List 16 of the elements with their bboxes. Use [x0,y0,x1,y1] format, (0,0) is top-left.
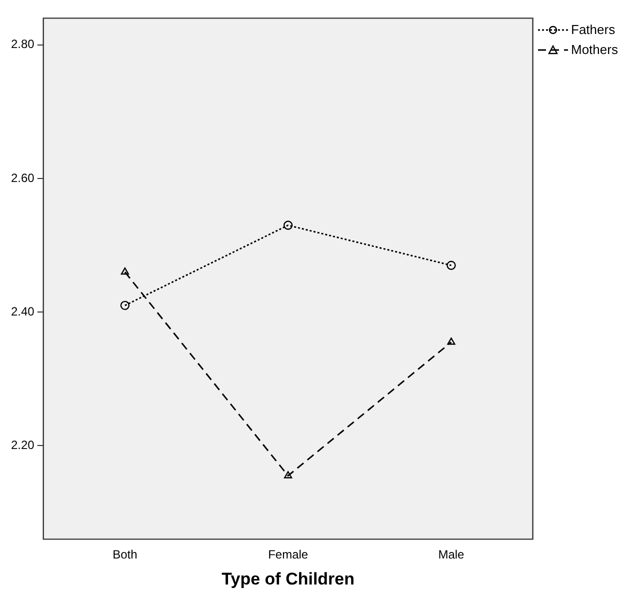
point [284,471,292,478]
legend-label: Mothers [571,42,618,57]
point [447,338,456,345]
y-tick-label: 2.40 [10,304,35,318]
point [120,267,129,275]
x-axis-title: Type of Children [222,569,355,588]
legend-label: Fathers [571,22,616,37]
x-tick-label: Both [112,548,138,562]
x-tick-label: Male [438,548,465,562]
point [283,220,293,230]
point [120,300,130,310]
x-tick-label: Female [268,548,308,562]
y-tick-label: 2.20 [10,438,35,452]
point [446,260,456,270]
y-tick-label: 2.60 [10,170,35,185]
y-tick-label: 2.80 [10,37,35,52]
